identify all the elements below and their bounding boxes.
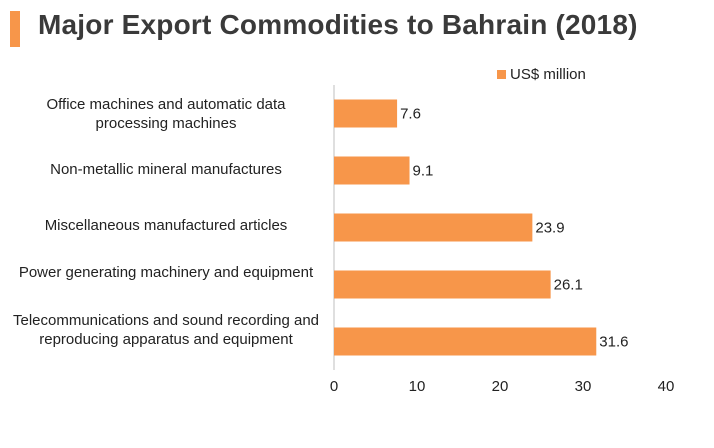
title-accent-bar [10, 11, 20, 47]
bar-2 [334, 213, 533, 242]
value-label-1: 9.1 [413, 163, 434, 180]
category-label-0: Office machines and automatic data proce… [46, 96, 286, 132]
legend: US$ million [497, 66, 586, 83]
bar-0 [334, 99, 398, 128]
chart-title: Major Export Commodities to Bahrain (201… [38, 9, 638, 40]
bar-3 [334, 270, 551, 299]
category-label-2: Miscellaneous manufactured articles [44, 217, 288, 234]
x-tick-label-0: 0 [330, 378, 338, 395]
legend-label: US$ million [510, 66, 586, 83]
value-label-2: 23.9 [535, 220, 564, 237]
x-tick-label-3: 30 [575, 378, 592, 395]
category-label-4: Telecommunications and sound recording a… [12, 312, 320, 348]
category-label-1: Non-metallic mineral manufactures [50, 161, 282, 178]
x-tick-label-4: 40 [658, 378, 675, 395]
bar-1 [334, 156, 410, 185]
category-label-3: Power generating machinery and equipment [18, 264, 314, 281]
value-label-0: 7.6 [400, 106, 421, 123]
x-tick-label-2: 20 [492, 378, 509, 395]
x-tick-label-1: 10 [409, 378, 426, 395]
value-label-4: 31.6 [599, 334, 628, 351]
legend-swatch [497, 70, 506, 79]
value-label-3: 26.1 [554, 277, 583, 294]
bar-4 [334, 327, 597, 356]
